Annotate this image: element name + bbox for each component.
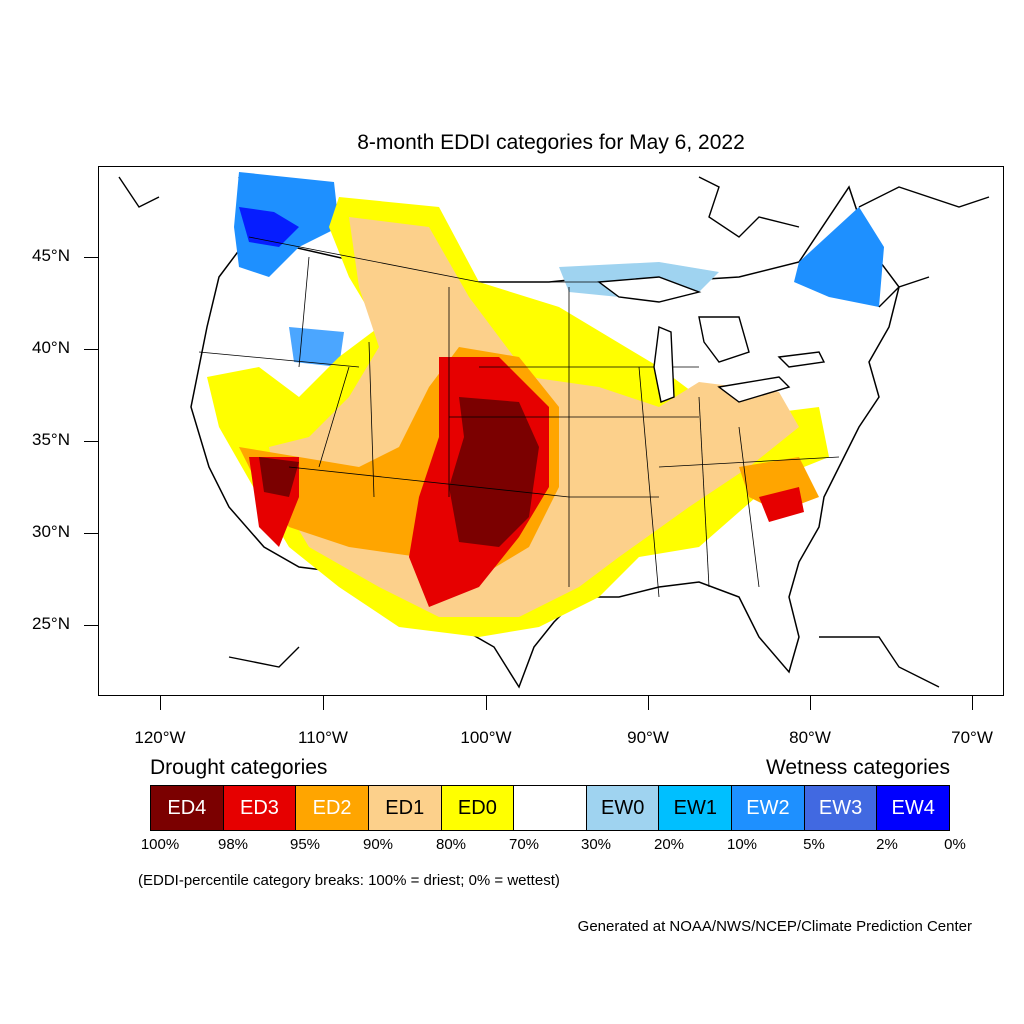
swatch-ew4: EW4 <box>877 786 950 830</box>
swatch-ed3: ED3 <box>223 786 297 830</box>
lon-label-80: 80°W <box>789 728 831 747</box>
lat-tick-45 <box>84 257 98 258</box>
swatch-ed4: ED4 <box>151 786 224 830</box>
lon-tick-80 <box>810 696 811 710</box>
swatch-ed0: ED0 <box>441 786 515 830</box>
lat-tick-30 <box>84 533 98 534</box>
lat-tick-40 <box>84 349 98 350</box>
lat-tick-25 <box>84 625 98 626</box>
drought-heading: Drought categories <box>150 756 328 779</box>
great-lakes <box>597 276 826 403</box>
break-label: 2% <box>876 836 898 853</box>
break-label: 95% <box>289 836 321 853</box>
drought-ed3-carolinas <box>759 487 804 522</box>
break-label: 98% <box>217 836 249 853</box>
swatch-neutral <box>514 786 587 830</box>
break-label: 100% <box>140 836 180 853</box>
map-panel <box>98 166 1004 696</box>
lon-tick-70 <box>972 696 973 710</box>
wet-region-idaho <box>289 327 344 367</box>
lon-label-70: 70°W <box>951 728 993 747</box>
break-label: 5% <box>803 836 825 853</box>
lat-label-30: 30°N <box>32 522 70 541</box>
lon-tick-120 <box>160 696 161 710</box>
lat-label-45: 45°N <box>32 246 70 265</box>
break-label: 20% <box>653 836 685 853</box>
legend-color-bar: ED4 ED3 ED2 ED1 ED0 EW0 EW1 EW2 EW3 EW4 <box>150 785 950 831</box>
swatch-ew3: EW3 <box>804 786 878 830</box>
wetness-heading: Wetness categories <box>765 756 950 779</box>
lon-tick-110 <box>323 696 324 710</box>
break-label: 0% <box>944 836 966 853</box>
drought-ed4-plains <box>449 397 539 547</box>
legend-note: (EDDI-percentile category breaks: 100% =… <box>138 872 560 889</box>
swatch-ed2: ED2 <box>296 786 369 830</box>
break-label: 10% <box>726 836 758 853</box>
wet-region-northeast <box>794 207 884 307</box>
lat-tick-35 <box>84 441 98 442</box>
lat-label-25: 25°N <box>32 614 70 633</box>
break-label: 90% <box>362 836 394 853</box>
lat-label-35: 35°N <box>32 430 70 449</box>
map-title: 8-month EDDI categories for May 6, 2022 <box>357 131 745 154</box>
lon-tick-90 <box>648 696 649 710</box>
lon-label-100: 100°W <box>460 728 512 747</box>
swatch-ew2: EW2 <box>732 786 805 830</box>
lon-label-120: 120°W <box>134 728 186 747</box>
swatch-ew0: EW0 <box>586 786 660 830</box>
credit-line: Generated at NOAA/NWS/NCEP/Climate Predi… <box>577 918 972 935</box>
swatch-ew1: EW1 <box>659 786 733 830</box>
lat-label-40: 40°N <box>32 338 70 357</box>
break-label: 30% <box>580 836 612 853</box>
break-label: 70% <box>508 836 540 853</box>
swatch-ed1: ED1 <box>368 786 442 830</box>
lon-label-90: 90°W <box>627 728 669 747</box>
lon-label-110: 110°W <box>298 728 348 747</box>
break-label: 80% <box>435 836 467 853</box>
lon-tick-100 <box>486 696 487 710</box>
coastline-fragments <box>118 176 990 688</box>
wet-region-northwest-core <box>239 207 299 247</box>
eddi-map <box>118 172 990 689</box>
